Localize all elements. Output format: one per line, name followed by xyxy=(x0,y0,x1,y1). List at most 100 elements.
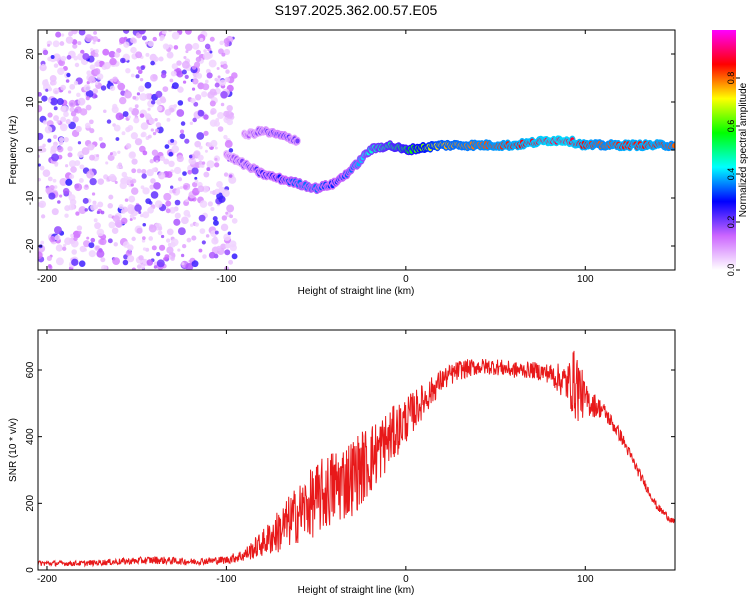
spectrogram-noise-cell xyxy=(168,160,175,168)
spectrogram-noise-cell xyxy=(155,122,162,128)
spectrogram-noise-cell xyxy=(108,173,116,182)
spectrogram-noise-cell xyxy=(117,162,123,167)
spectrogram-noise-cell xyxy=(137,69,143,75)
spectrogram-noise-cell xyxy=(183,184,188,190)
spectrogram-noise-cell xyxy=(49,235,56,243)
spectrogram-noise-cell xyxy=(197,185,205,193)
spectrogram-noise-cell xyxy=(177,100,184,106)
spectrogram-noise-cell xyxy=(148,236,154,241)
colorbar-tick-label: 0.8 xyxy=(726,72,736,85)
spectrogram-noise-cell xyxy=(150,178,156,184)
spectrogram-noise-cell xyxy=(125,68,131,74)
spectrogram-noise-cell xyxy=(222,63,228,70)
spectrogram-noise-cell xyxy=(173,104,178,108)
spectrogram-noise-cell xyxy=(48,192,56,200)
spectrogram-noise-cell xyxy=(226,104,233,112)
spectrogram-noise-cell xyxy=(179,129,185,134)
spectrogram-noise-cell xyxy=(218,48,224,55)
spectrogram-noise-cell xyxy=(78,178,84,183)
spectrogram-noise-cell xyxy=(184,74,189,79)
spectrogram-noise-cell xyxy=(130,73,135,78)
spectrogram-noise-cell xyxy=(103,62,111,70)
spectrogram-noise-cell xyxy=(164,144,170,149)
spectrogram-noise-cell xyxy=(191,260,199,268)
spectrogram-noise-cell xyxy=(64,164,69,168)
spectrogram-noise-cell xyxy=(166,228,174,236)
spectrogram-noise-cell xyxy=(179,186,183,190)
spectrogram-noise-cell xyxy=(217,111,225,120)
spectrogram-x-tick-label: -100 xyxy=(216,274,236,285)
spectrogram-noise-cell xyxy=(99,142,106,149)
spectrogram-noise-cell xyxy=(207,201,213,207)
spectrogram-noise-cell xyxy=(163,192,172,201)
spectrogram-noise-cell xyxy=(140,264,146,270)
spectrogram-noise-cell xyxy=(91,192,96,196)
spectrogram-noise-cell xyxy=(64,237,72,245)
spectrogram-noise-cell xyxy=(226,118,234,126)
spectrogram-noise-cell xyxy=(204,79,209,84)
spectrogram-noise-cell xyxy=(97,201,104,208)
spectrogram-noise-cell xyxy=(95,246,100,250)
spectrogram-noise-cell xyxy=(67,90,72,94)
spectrogram-noise-cell xyxy=(96,228,105,237)
spectrogram-noise-cell xyxy=(57,67,65,75)
spectrogram-noise-cell xyxy=(61,105,69,113)
spectrogram-noise-cell xyxy=(142,247,147,251)
spectrogram-noise-cell xyxy=(38,200,47,209)
spectrogram-noise-cell xyxy=(166,117,171,122)
spectrogram-noise-cell xyxy=(113,124,121,132)
snr-y-tick-label: 600 xyxy=(25,361,36,378)
spectrogram-noise-cell xyxy=(226,204,235,213)
spectrogram-noise-cell xyxy=(192,187,200,196)
spectrogram-noise-cell xyxy=(108,221,116,229)
spectrogram-noise-cell xyxy=(86,170,95,179)
spectrogram-noise-cell xyxy=(177,177,183,182)
spectrogram-noise-cell xyxy=(73,55,79,61)
spectrogram-noise-cell xyxy=(170,138,175,143)
spectrogram-noise-cell xyxy=(100,210,105,215)
spectrogram-noise-cell xyxy=(170,70,177,77)
spectrogram-noise-cell xyxy=(39,165,45,171)
spectrogram-noise-cell xyxy=(117,150,121,154)
spectrogram-noise-cell xyxy=(86,70,92,76)
spectrogram-noise-cell xyxy=(204,43,211,50)
spectrogram-noise-cell xyxy=(86,236,90,240)
spectrogram-noise-cell xyxy=(162,86,169,92)
spectrogram-noise-cell xyxy=(198,160,203,165)
spectrogram-noise-cell xyxy=(118,204,124,210)
spectrogram-noise-cell xyxy=(203,49,207,53)
spectrogram-noise-cell xyxy=(207,91,215,99)
spectrogram-noise-cell xyxy=(192,78,199,85)
spectrogram-noise-cell xyxy=(201,161,206,165)
spectrogram-noise-cell xyxy=(183,55,187,60)
spectrogram-noise-cell xyxy=(170,238,179,247)
spectrogram-noise-cell xyxy=(173,166,182,175)
spectrogram-noise-cell xyxy=(84,34,93,42)
spectrogram-noise-cell xyxy=(73,80,79,86)
spectrogram-noise-cell xyxy=(202,254,207,259)
spectrogram-noise-cell xyxy=(45,88,49,92)
spectrogram-noise-cell xyxy=(63,243,67,248)
spectrogram-noise-cell xyxy=(47,138,52,143)
spectrogram-noise-cell xyxy=(142,222,147,227)
spectrogram-noise-cell xyxy=(44,78,48,83)
spectrogram-noise-cell xyxy=(122,111,129,117)
spectrogram-noise-cell xyxy=(209,100,216,107)
spectrogram-noise-cell xyxy=(154,118,158,122)
spectrogram-noise-cell xyxy=(38,132,44,141)
spectrogram-noise-cell xyxy=(163,158,170,165)
spectrogram-noise-cell xyxy=(206,72,213,79)
spectrogram-noise-cell xyxy=(136,168,142,174)
spectrogram-noise-cell xyxy=(138,30,146,35)
spectrogram-noise-cell xyxy=(89,154,95,161)
spectrogram-noise-cell xyxy=(89,119,94,125)
spectrogram-noise-cell xyxy=(160,174,165,179)
spectrogram-noise-cell xyxy=(158,244,166,251)
spectrogram-noise-cell xyxy=(228,175,237,184)
spectrogram-noise-cell xyxy=(209,190,213,194)
spectrogram-noise-cell xyxy=(112,257,121,266)
spectrogram-noise-cell xyxy=(78,260,86,267)
spectrogram-noise-cell xyxy=(147,40,155,47)
spectrogram-noise-cell xyxy=(89,128,95,134)
spectrogram-noise-cell xyxy=(47,176,53,182)
